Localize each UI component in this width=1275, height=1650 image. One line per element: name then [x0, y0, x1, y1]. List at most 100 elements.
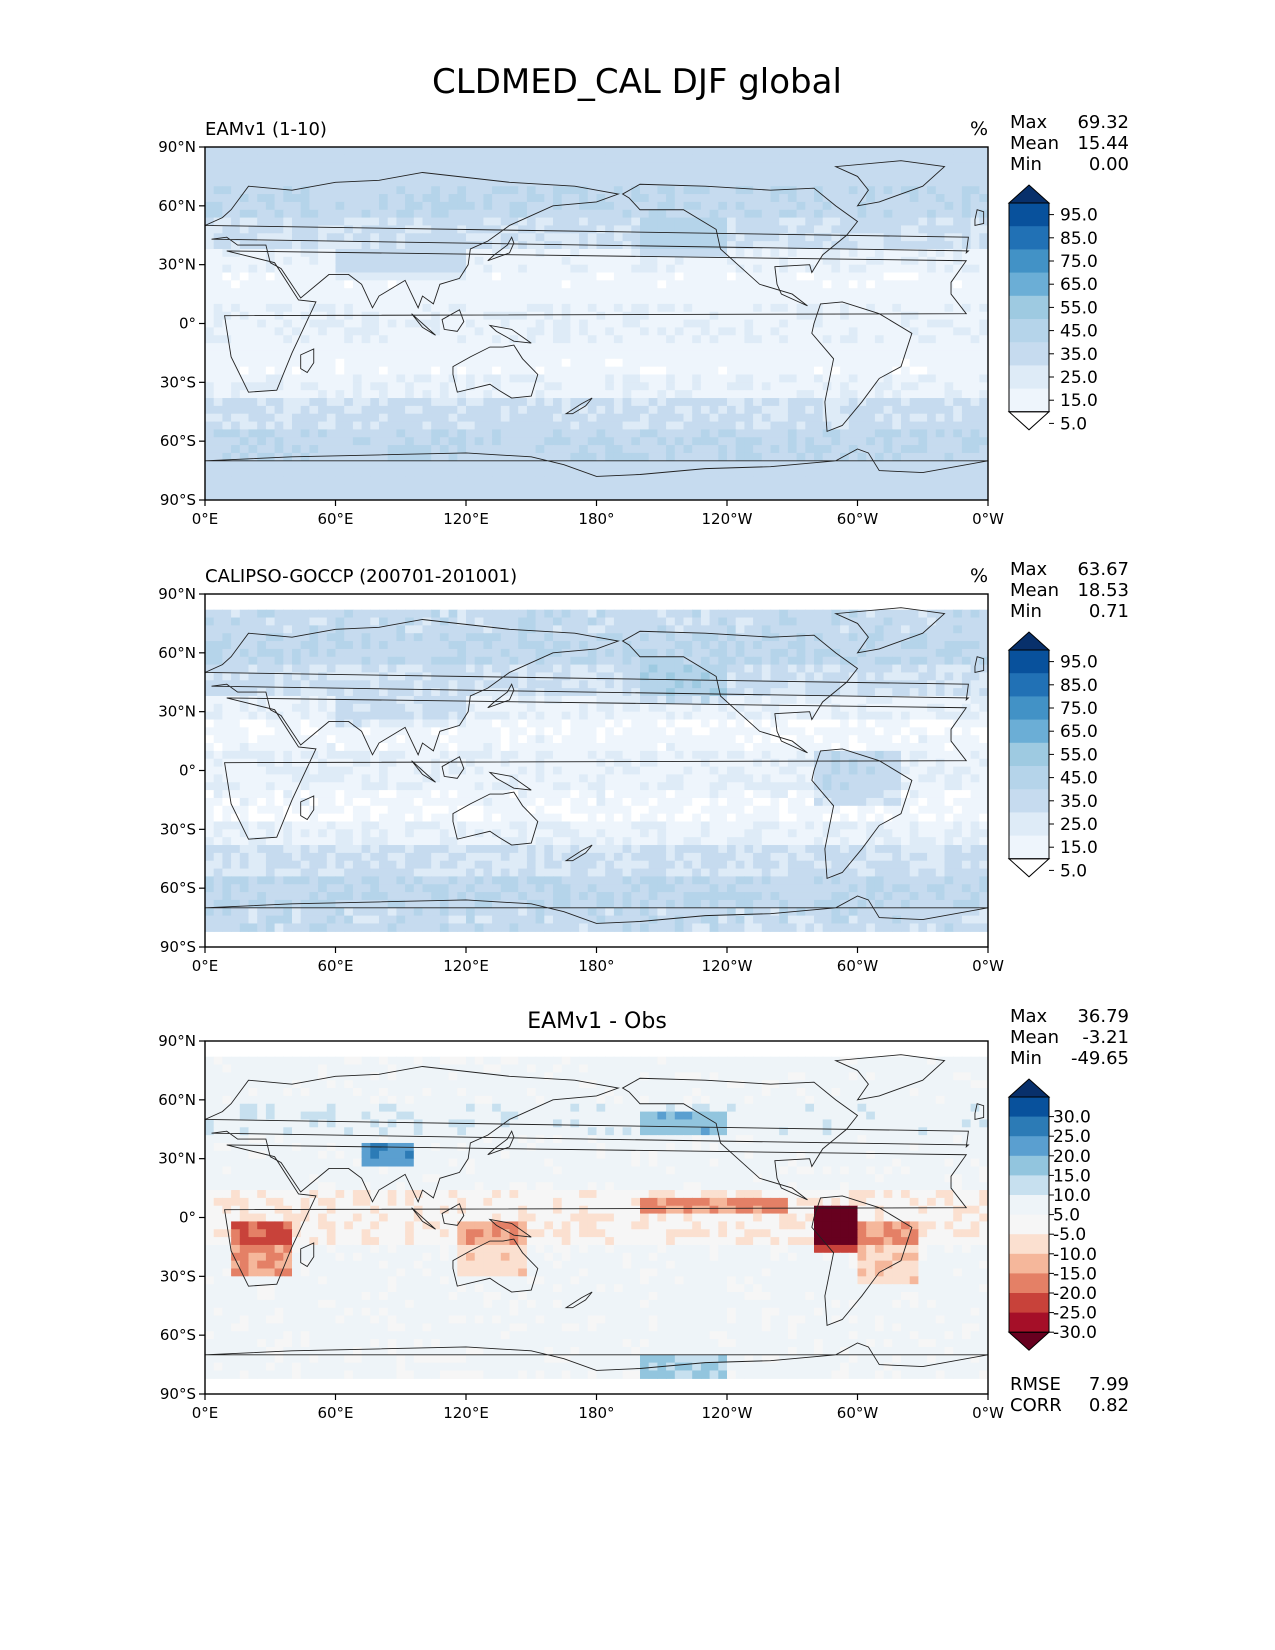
field-cell: [326, 217, 337, 227]
field-cell: [727, 609, 737, 619]
field-cell: [822, 398, 832, 407]
field-cell: [379, 170, 389, 179]
field-cell: [727, 350, 737, 360]
field-cell: [431, 664, 441, 674]
field-cell: [387, 492, 397, 500]
field-cell: [640, 147, 650, 156]
field-cell: [935, 405, 946, 415]
field-cell: [457, 248, 467, 258]
field-cell: [831, 303, 841, 313]
field-cell: [918, 460, 928, 470]
field-cell: [944, 468, 954, 478]
field-cell: [239, 625, 250, 634]
field-cell: [257, 335, 267, 344]
field-cell: [709, 445, 719, 454]
field-cell: [405, 225, 415, 234]
field-cell: [970, 186, 980, 195]
field-cell: [866, 280, 876, 289]
field-cell: [666, 319, 676, 329]
field-cell: [457, 366, 467, 376]
field-cell: [805, 350, 815, 360]
field-cell: [648, 405, 658, 415]
field-cell: [883, 625, 893, 634]
field-cell: [970, 272, 980, 281]
field-cell: [570, 429, 580, 438]
field-cell: [422, 413, 432, 423]
field-cell: [248, 468, 258, 478]
field-cell: [544, 413, 554, 423]
field-cell: [692, 335, 702, 344]
field-cell: [205, 609, 215, 619]
field-cell: [596, 335, 606, 344]
field-cell: [274, 335, 284, 344]
field-cell: [213, 656, 223, 666]
field-cell: [544, 641, 554, 650]
field-cell: [526, 656, 537, 666]
field-cell: [335, 445, 345, 454]
field-cell: [674, 241, 685, 250]
field-cell: [683, 664, 693, 674]
field-cell: [439, 374, 450, 383]
field-cell: [352, 256, 363, 266]
field-cell: [561, 617, 571, 626]
field-cell: [553, 445, 563, 454]
field-cell: [205, 194, 215, 203]
field-cell: [805, 648, 815, 658]
field-cell: [344, 327, 354, 336]
field-cell: [927, 280, 937, 289]
field-cell: [796, 194, 806, 203]
field-cell: [640, 264, 650, 274]
field-cell: [526, 382, 537, 391]
field-cell: [631, 178, 641, 187]
field-cell: [379, 272, 389, 281]
field-cell: [292, 162, 302, 172]
field-cell: [535, 445, 545, 454]
field-cell: [874, 178, 885, 187]
field-cell: [231, 209, 241, 219]
field-cell: [518, 241, 528, 250]
field-cell: [970, 264, 980, 274]
field-cell: [683, 633, 693, 642]
field-cell: [631, 248, 641, 258]
field-cell: [370, 625, 380, 634]
field-cell: [466, 468, 476, 478]
field-cell: [535, 641, 545, 650]
field-cell: [413, 162, 424, 172]
field-cell: [814, 405, 824, 415]
field-cell: [753, 476, 763, 485]
field-cell: [309, 437, 319, 446]
field-cell: [848, 460, 859, 470]
field-cell: [909, 248, 919, 258]
field-cell: [448, 405, 458, 415]
field-cell: [753, 398, 763, 407]
field-cell: [605, 209, 615, 219]
field-cell: [205, 319, 215, 329]
field-cell: [814, 374, 824, 383]
field-cell: [674, 248, 685, 258]
field-cell: [361, 201, 371, 211]
field-cell: [431, 319, 441, 329]
field-cell: [596, 264, 606, 274]
field-cell: [744, 162, 754, 172]
field-cell: [352, 288, 363, 297]
field-cell: [866, 460, 876, 470]
field-cell: [700, 641, 711, 650]
field-cell: [457, 648, 467, 658]
field-cell: [405, 476, 415, 485]
field-cell: [796, 154, 806, 164]
field-cell: [953, 382, 963, 391]
field-cell: [326, 241, 337, 250]
field-cell: [387, 437, 397, 446]
field-cell: [979, 296, 988, 305]
field-cell: [518, 248, 528, 258]
field-cell: [587, 225, 598, 234]
field-cell: [744, 233, 754, 242]
field-cell: [892, 390, 902, 399]
field-cell: [909, 209, 919, 219]
field-cell: [526, 437, 537, 446]
y-tick-label: 30°S: [160, 373, 196, 391]
field-cell: [892, 170, 902, 179]
field-cell: [648, 264, 658, 274]
field-cell: [239, 225, 250, 234]
field-cell: [927, 358, 937, 368]
